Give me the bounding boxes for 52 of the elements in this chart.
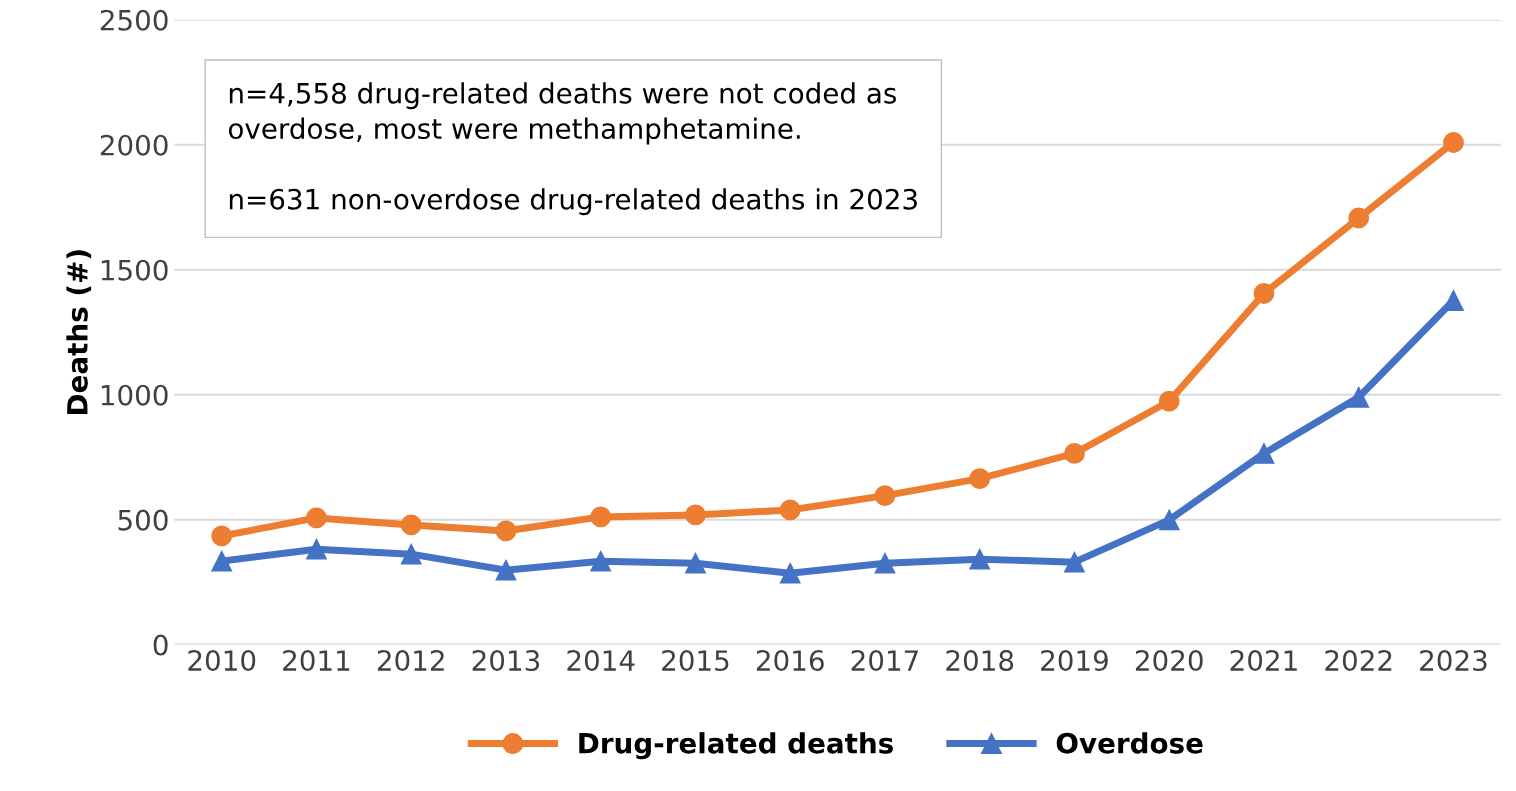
point [1443, 290, 1464, 311]
point [1064, 443, 1085, 464]
point [1253, 283, 1275, 304]
point [874, 552, 896, 574]
point [400, 514, 422, 536]
y-tick-label: 500 [118, 509, 168, 531]
point [969, 548, 991, 570]
y-tick-label: 2500 [100, 9, 168, 31]
point [969, 468, 991, 490]
point [211, 525, 233, 547]
x-tick-label: 2018 [946, 650, 1014, 672]
point [685, 504, 706, 526]
point [779, 499, 801, 521]
point [1158, 509, 1180, 531]
legend-label: Overdose [1056, 732, 1203, 754]
text: n=4,558 drug-related deaths were not coded as overdose, most were methamphetamine. n=631 non-overdose drug-related deaths in 2023 [228, 82, 917, 216]
point [874, 485, 896, 507]
point [1348, 207, 1370, 229]
point [1348, 386, 1370, 408]
point [400, 543, 422, 565]
point [495, 559, 517, 581]
point [779, 562, 801, 584]
point [306, 538, 327, 560]
point [495, 520, 517, 542]
point [1064, 551, 1085, 573]
x-tick-label: 2022 [1325, 650, 1392, 672]
x-tick-label: 2015 [662, 650, 729, 672]
point [590, 550, 612, 572]
x-tick-label: 2017 [851, 650, 918, 672]
point [1158, 390, 1180, 412]
y-tick-label: 1000 [101, 384, 168, 406]
x-tick-label: 2016 [756, 650, 824, 672]
x-tick-label: 2011 [283, 650, 350, 672]
point [306, 507, 327, 529]
x-tick-label: 2019 [1041, 650, 1108, 672]
y-tick-label: 2000 [100, 134, 168, 156]
x-tick-label: 2023 [1420, 650, 1487, 672]
x-tick-label: 2021 [1230, 650, 1297, 672]
x-tick-label: 2010 [188, 650, 256, 672]
legend-label: Drug-related deaths [579, 732, 893, 760]
point [685, 552, 706, 574]
point [1253, 443, 1275, 464]
x-tick-label: 2014 [567, 650, 635, 672]
y-tick-label: 0 [153, 634, 168, 656]
point [590, 506, 612, 528]
x-tick-label: 2020 [1135, 650, 1203, 672]
y-axis-title: Deaths (#) [66, 250, 92, 414]
x-tick-label: 2013 [472, 650, 540, 672]
point [211, 550, 233, 572]
point [1443, 132, 1464, 153]
x-tick-label: 2012 [377, 650, 444, 672]
y-tick-label: 1500 [101, 259, 168, 281]
